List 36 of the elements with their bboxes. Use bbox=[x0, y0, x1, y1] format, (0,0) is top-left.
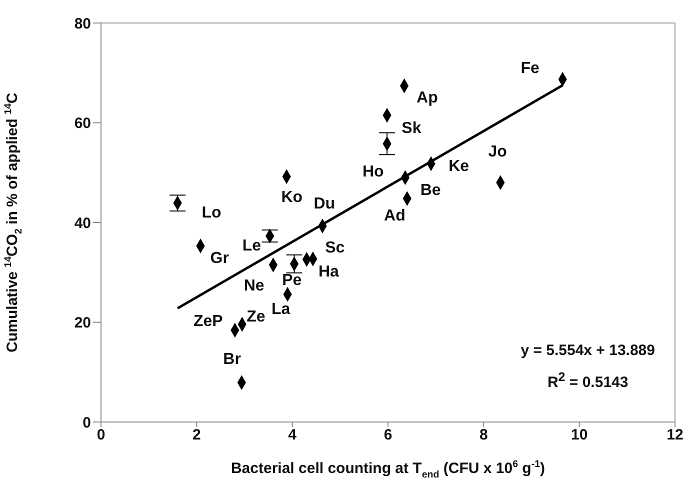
y-tick-label: 80 bbox=[74, 15, 91, 32]
annotation: Be bbox=[420, 182, 441, 199]
y-tick-label: 0 bbox=[82, 414, 91, 432]
annotation: R$^{2}$ = 0.5143 bbox=[547, 370, 628, 391]
annotation: Ho bbox=[362, 163, 384, 180]
annotation: Br bbox=[223, 350, 241, 368]
annotation: Ke bbox=[448, 158, 470, 175]
annotation: ZeP bbox=[193, 312, 224, 330]
annotation: La bbox=[272, 300, 290, 318]
annotation: Le bbox=[242, 238, 262, 255]
annotation: Lo bbox=[202, 204, 222, 222]
y-tick-label: 20 bbox=[74, 314, 91, 332]
x-tick-label: 2 bbox=[192, 426, 201, 444]
annotation: Pe bbox=[282, 272, 302, 290]
x-tick-label: 10 bbox=[570, 426, 588, 444]
x-tick-label: 4 bbox=[288, 426, 298, 444]
annotation: Jo bbox=[488, 143, 508, 160]
y-tick-label: 60 bbox=[74, 115, 91, 132]
annotation: y = 5.554x + 13.889 bbox=[520, 342, 655, 359]
annotation: Fe bbox=[520, 60, 540, 78]
annotation: Ne bbox=[244, 278, 264, 295]
annotation: Gr bbox=[210, 250, 229, 268]
annotation: Ap bbox=[416, 89, 438, 106]
annotation: Du bbox=[314, 196, 336, 213]
annotation: Ze bbox=[246, 308, 266, 326]
x-axis-title: Bacterial cell counting at T$_{end}$ (CFU x 10$^{6}$ g$^{-1}$) bbox=[230, 459, 546, 480]
x-tick-label: 8 bbox=[479, 426, 488, 444]
annotation: Sk bbox=[402, 120, 422, 137]
x-tick-label: 6 bbox=[384, 426, 392, 444]
annotation: Ko bbox=[281, 189, 303, 206]
annotation: Ha bbox=[318, 264, 340, 281]
annotation: Sc bbox=[325, 240, 345, 257]
x-tick-label: 12 bbox=[666, 426, 684, 444]
y-tick-label: 40 bbox=[74, 214, 91, 232]
x-tick-label: 0 bbox=[96, 426, 106, 444]
annotation: Ad bbox=[384, 208, 406, 225]
